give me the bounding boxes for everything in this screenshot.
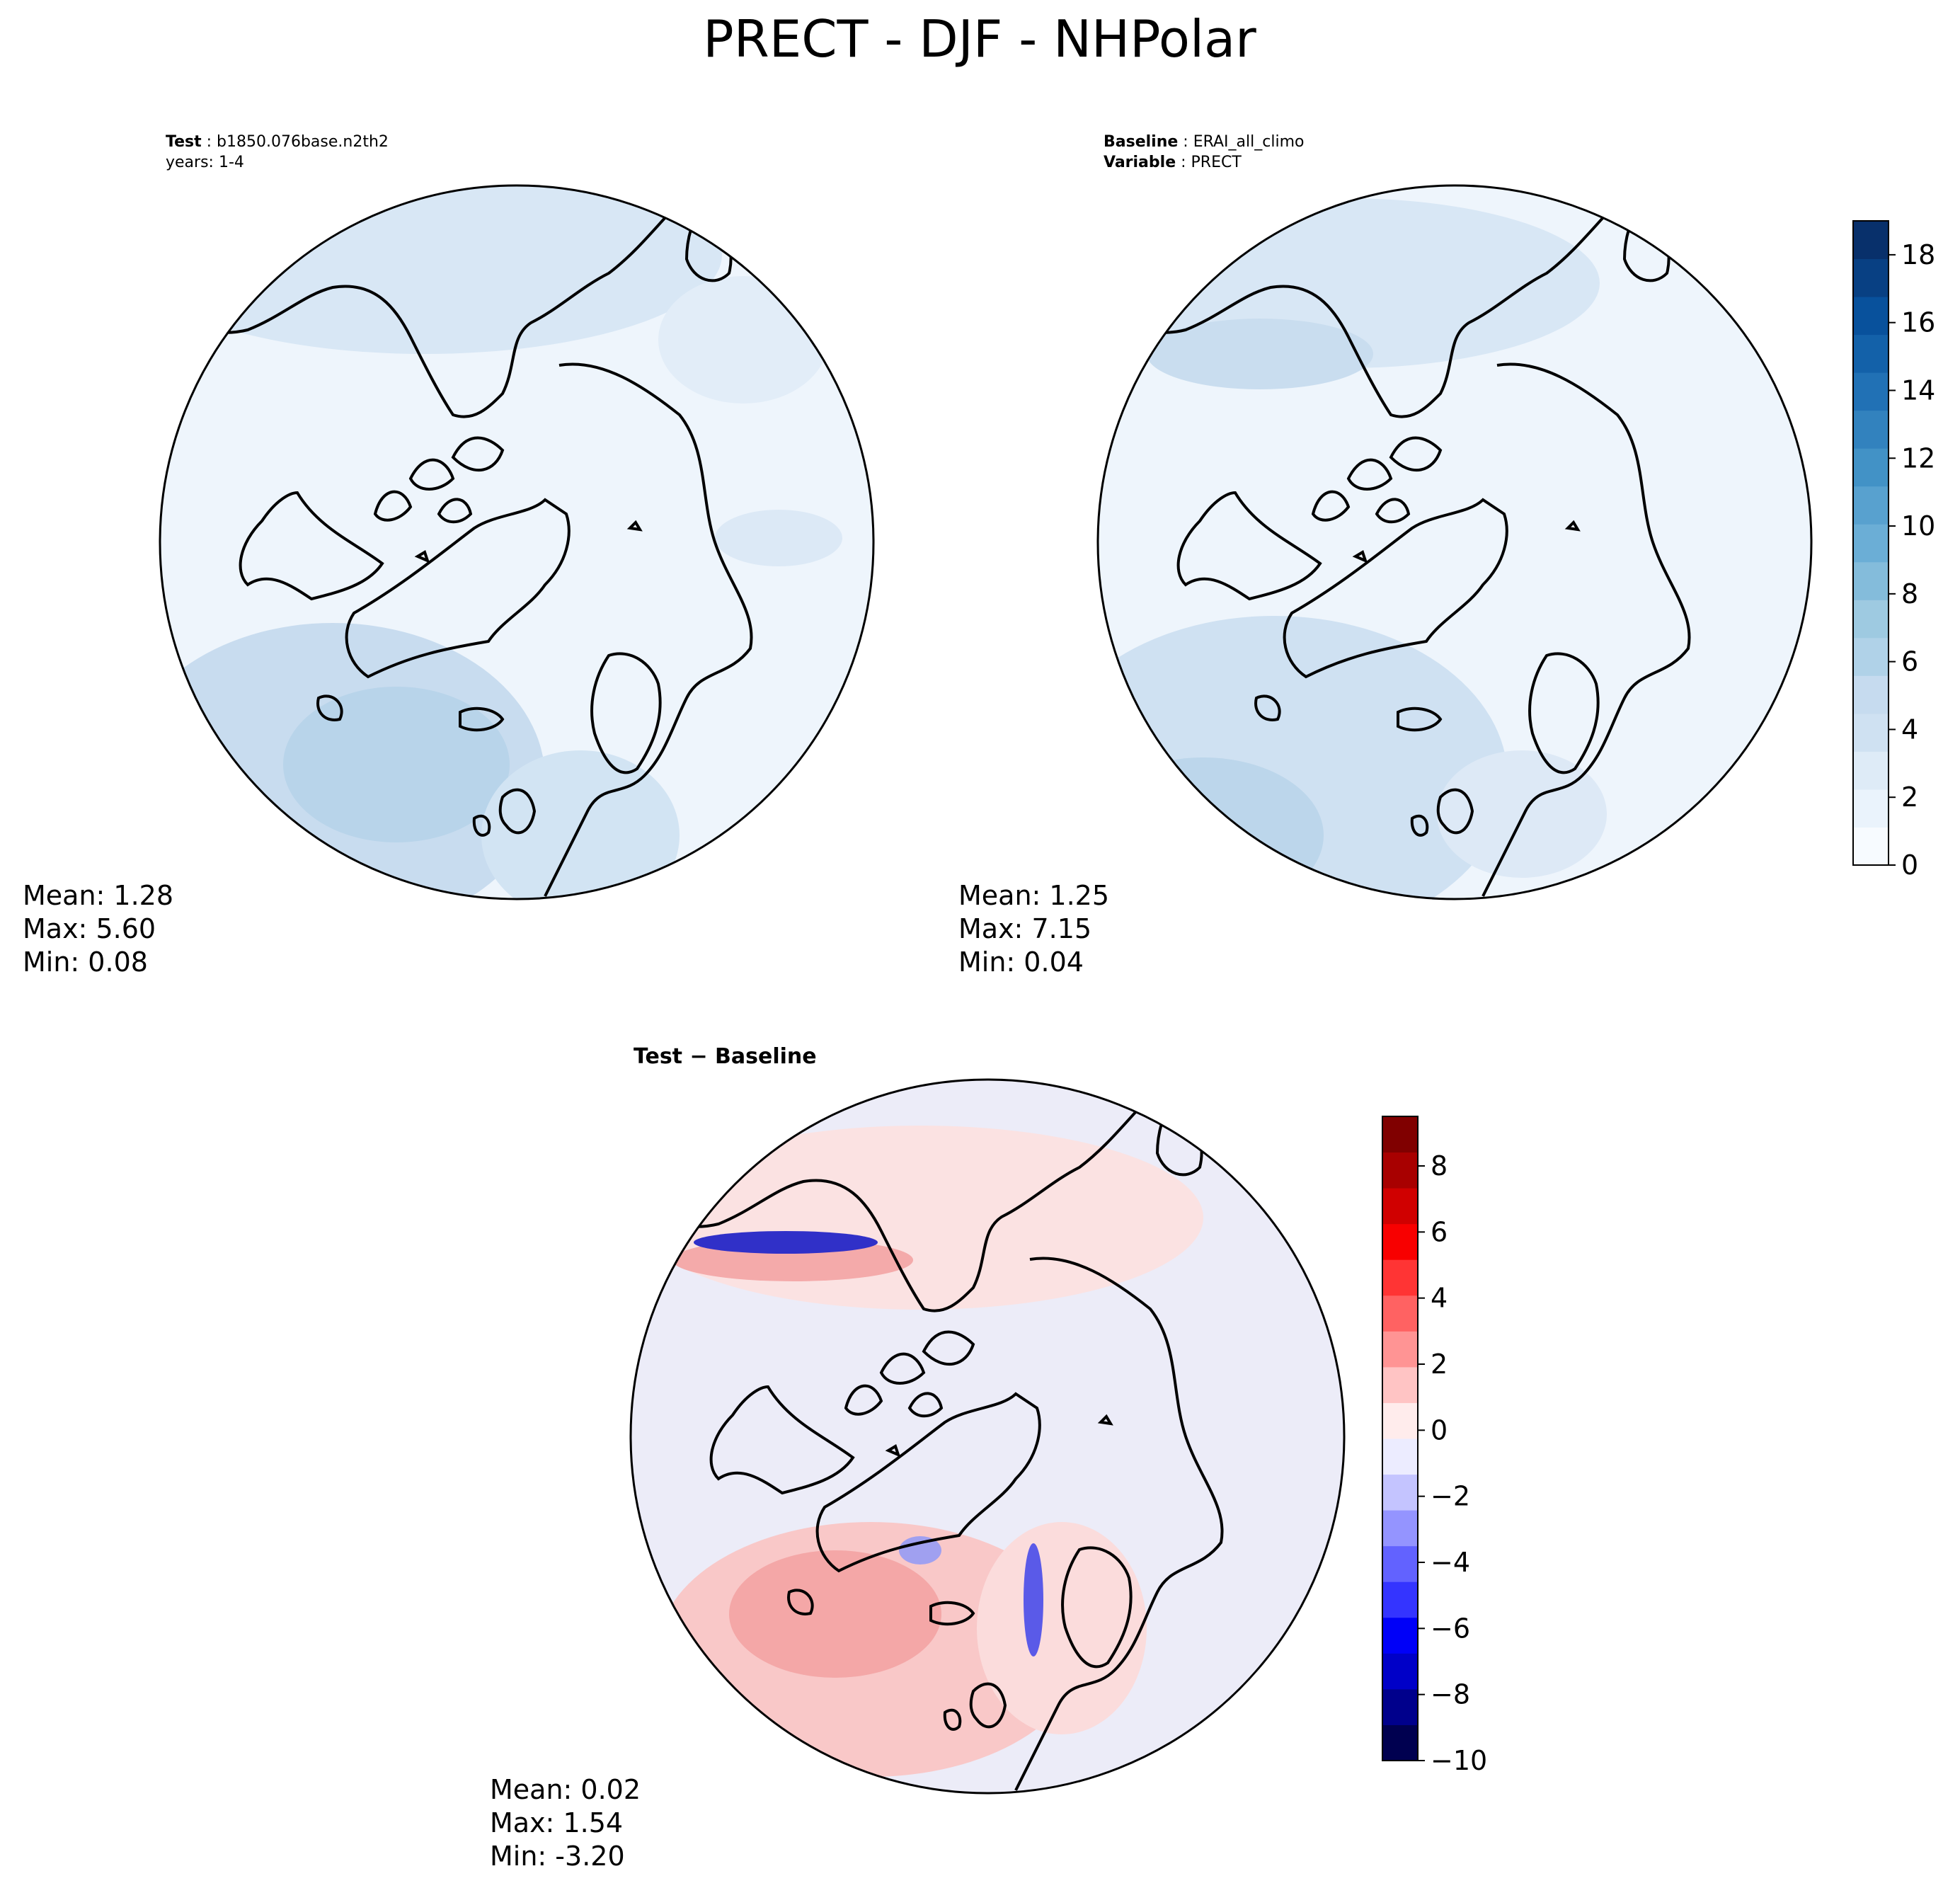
baseline-stat-mean: Mean: 1.25 xyxy=(958,880,1109,911)
colorbar-diff-segment xyxy=(1382,1617,1418,1654)
colorbar-precip-segment xyxy=(1853,448,1889,487)
colorbar-diff-segment xyxy=(1382,1438,1418,1475)
colorbar-diff-segment xyxy=(1382,1402,1418,1439)
colorbar-precip-segment xyxy=(1853,637,1889,676)
colorbar-diff-segment xyxy=(1382,1188,1418,1225)
diff-map-boundary xyxy=(629,1078,1346,1795)
colorbar-precip-tick-label: 10 xyxy=(1901,510,1935,542)
diff-map xyxy=(631,1080,1344,1793)
diff-stat-max: Max: 1.54 xyxy=(490,1807,623,1838)
diff-header: Test − Baseline xyxy=(634,1044,817,1069)
colorbar-precip-frame xyxy=(1852,220,1889,866)
colorbar-diff-tick-label: −4 xyxy=(1431,1547,1470,1578)
colorbar-diff-tick-label: 6 xyxy=(1431,1216,1448,1247)
test-map xyxy=(160,185,873,899)
figure-title: PRECT - DJF - NHPolar xyxy=(703,9,1256,69)
colorbar-precip-segment xyxy=(1853,258,1889,297)
colorbar-precip-segment xyxy=(1853,600,1889,639)
test-stat-min: Min: 0.08 xyxy=(23,946,148,978)
colorbar-diff-segment xyxy=(1382,1331,1418,1368)
colorbar-precip-segment xyxy=(1853,221,1889,260)
test-header-line-1: Test : b1850.076base.n2th2 xyxy=(166,133,389,151)
colorbar-diff-segment xyxy=(1382,1724,1418,1761)
colorbar-diff-segment xyxy=(1382,1581,1418,1618)
colorbar-precip-segment xyxy=(1853,827,1889,866)
colorbar-diff-segment xyxy=(1382,1116,1418,1153)
baseline-map xyxy=(1098,185,1811,899)
colorbar-precip-segment xyxy=(1853,372,1889,411)
colorbar-diff-segment xyxy=(1382,1295,1418,1332)
test-map-boundary xyxy=(159,184,875,900)
colorbar-diff: −10 −8 −6 −4 −2 0 2 4 6 8 xyxy=(1382,1116,1487,1776)
colorbar-precip-tick-label: 2 xyxy=(1901,782,1918,813)
colorbar-diff-segment xyxy=(1382,1653,1418,1690)
colorbar-precip-segment xyxy=(1853,789,1889,828)
test-stat-mean: Mean: 1.28 xyxy=(23,880,173,911)
colorbar-diff-tick-label: 2 xyxy=(1431,1349,1448,1380)
baseline-stat-min: Min: 0.04 xyxy=(958,946,1084,978)
colorbar-diff-tick-label: 4 xyxy=(1431,1283,1448,1314)
colorbar-diff-frame xyxy=(1382,1116,1419,1761)
colorbar-precip-tick-label: 6 xyxy=(1901,646,1918,677)
colorbar-diff-segment xyxy=(1382,1366,1418,1403)
colorbar-precip-segment xyxy=(1853,524,1889,563)
colorbar-precip-tick-label: 18 xyxy=(1901,239,1935,270)
colorbar-diff-segment xyxy=(1382,1474,1418,1511)
colorbar-diff-tick-label: −10 xyxy=(1431,1745,1487,1776)
colorbar-diff-segment xyxy=(1382,1259,1418,1296)
colorbar-diff-tick-label: −6 xyxy=(1431,1613,1470,1644)
colorbar-precip-tick-label: 16 xyxy=(1901,307,1935,338)
diff-stat-min: Min: -3.20 xyxy=(490,1841,625,1872)
colorbar-precip-segment xyxy=(1853,334,1889,373)
colorbar-diff-segment xyxy=(1382,1223,1418,1260)
colorbar-diff-segment xyxy=(1382,1688,1418,1725)
colorbar-precip-tick-label: 14 xyxy=(1901,374,1935,406)
colorbar-precip-segment xyxy=(1853,297,1889,336)
colorbar-precip: 0 2 4 6 8 10 12 14 16 18 xyxy=(1852,220,1935,881)
baseline-header-line-1: Baseline : ERAI_all_climo xyxy=(1104,133,1304,151)
panel-baseline: Baseline : ERAI_all_climo Variable : PRE… xyxy=(958,133,1813,978)
colorbar-precip-segment xyxy=(1853,486,1889,525)
colorbar-precip-segment xyxy=(1853,675,1889,714)
colorbar-precip-tick-label: 8 xyxy=(1901,578,1918,610)
diff-stat-mean: Mean: 0.02 xyxy=(490,1774,641,1805)
test-stat-max: Max: 5.60 xyxy=(23,913,156,944)
colorbar-precip-tick-label: 12 xyxy=(1901,442,1935,474)
colorbar-precip-tick-label: 4 xyxy=(1901,714,1918,745)
colorbar-precip-segment xyxy=(1853,561,1889,600)
colorbar-diff-segment xyxy=(1382,1152,1418,1189)
colorbar-diff-segment xyxy=(1382,1545,1418,1582)
baseline-map-boundary xyxy=(1096,184,1813,900)
panel-test: Test : b1850.076base.n2th2 years: 1-4 Me… xyxy=(23,133,875,978)
baseline-stat-max: Max: 7.15 xyxy=(958,913,1091,944)
panel-diff: Test − Baseline Mean: 0.02 Max: 1.54 Min… xyxy=(490,1044,1346,1872)
colorbar-diff-segment xyxy=(1382,1510,1418,1547)
colorbar-diff-tick-label: 8 xyxy=(1431,1150,1448,1182)
baseline-header-line-2: Variable : PRECT xyxy=(1104,154,1242,171)
colorbar-diff-tick-label: −8 xyxy=(1431,1679,1470,1710)
colorbar-precip-segment xyxy=(1853,751,1889,790)
colorbar-diff-tick-label: −2 xyxy=(1431,1481,1470,1512)
colorbar-precip-segment xyxy=(1853,410,1889,449)
test-header-line-2: years: 1-4 xyxy=(166,154,244,171)
colorbar-precip-tick-label: 0 xyxy=(1901,849,1918,881)
colorbar-diff-tick-label: 0 xyxy=(1431,1414,1448,1446)
colorbar-precip-segment xyxy=(1853,713,1889,752)
